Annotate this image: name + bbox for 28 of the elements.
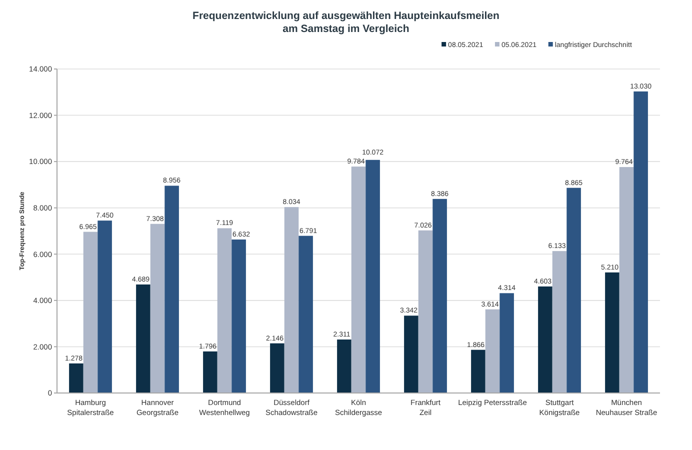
- bar: [351, 166, 366, 393]
- bar: [270, 343, 284, 393]
- bar: [366, 160, 380, 393]
- bar: [98, 220, 112, 393]
- bar: [136, 284, 150, 393]
- bar: [538, 286, 552, 393]
- bar: [203, 351, 218, 393]
- bar: [500, 293, 514, 393]
- bar: [83, 232, 98, 393]
- bar: [634, 91, 648, 393]
- bar: [69, 363, 84, 393]
- bar: [337, 340, 352, 393]
- bar: [150, 224, 165, 393]
- bar: [232, 240, 246, 393]
- bar: [432, 198, 447, 393]
- bar: [485, 309, 500, 393]
- bar: [284, 207, 299, 393]
- bar: [217, 228, 232, 393]
- bar: [619, 167, 634, 393]
- bar: [418, 230, 433, 393]
- bar: [552, 251, 567, 393]
- bar: [566, 188, 581, 393]
- bar: [404, 316, 418, 393]
- bar: [164, 186, 179, 393]
- bar: [605, 272, 620, 393]
- bar: [298, 236, 313, 393]
- bar: [471, 350, 486, 393]
- chart-title: Frequenzentwicklung auf ausgewählten Haupteinkaufsmeilen am Samstag im Vergleich: [192, 10, 500, 35]
